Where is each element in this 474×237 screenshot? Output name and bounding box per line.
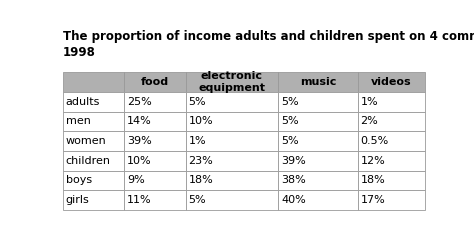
Bar: [357, 92, 425, 112]
Text: 5%: 5%: [282, 97, 299, 107]
Bar: [278, 171, 357, 190]
Text: 2%: 2%: [360, 116, 378, 127]
Bar: [124, 190, 185, 210]
Bar: [63, 190, 124, 210]
Bar: [278, 151, 357, 171]
Bar: [63, 92, 124, 112]
Text: 18%: 18%: [360, 175, 385, 186]
Bar: [124, 151, 185, 171]
Text: 5%: 5%: [189, 195, 206, 205]
Bar: [185, 171, 278, 190]
Text: 39%: 39%: [127, 136, 152, 146]
Text: food: food: [141, 77, 169, 87]
Bar: [357, 190, 425, 210]
Bar: [278, 92, 357, 112]
Bar: [185, 131, 278, 151]
Bar: [357, 72, 425, 92]
Bar: [63, 112, 124, 131]
Bar: [63, 151, 124, 171]
Bar: [63, 72, 124, 92]
Text: The proportion of income adults and children spent on 4 common items in the UK i: The proportion of income adults and chil…: [63, 30, 474, 59]
Text: 1%: 1%: [360, 97, 378, 107]
Text: 1%: 1%: [189, 136, 206, 146]
Text: music: music: [300, 77, 336, 87]
Bar: [357, 171, 425, 190]
Text: 23%: 23%: [189, 156, 213, 166]
Bar: [278, 131, 357, 151]
Text: 9%: 9%: [127, 175, 145, 186]
Text: 40%: 40%: [282, 195, 306, 205]
Text: 39%: 39%: [282, 156, 306, 166]
Text: 5%: 5%: [282, 136, 299, 146]
Text: 5%: 5%: [189, 97, 206, 107]
Text: 14%: 14%: [127, 116, 152, 127]
Bar: [278, 112, 357, 131]
Bar: [63, 131, 124, 151]
Text: 17%: 17%: [360, 195, 385, 205]
Text: 38%: 38%: [282, 175, 306, 186]
Bar: [185, 151, 278, 171]
Text: 25%: 25%: [127, 97, 152, 107]
Text: 0.5%: 0.5%: [360, 136, 389, 146]
Text: 11%: 11%: [127, 195, 152, 205]
Bar: [185, 190, 278, 210]
Bar: [124, 171, 185, 190]
Bar: [124, 131, 185, 151]
Bar: [185, 112, 278, 131]
Bar: [185, 92, 278, 112]
Text: 18%: 18%: [189, 175, 213, 186]
Bar: [357, 112, 425, 131]
Text: girls: girls: [66, 195, 90, 205]
Bar: [63, 171, 124, 190]
Bar: [278, 72, 357, 92]
Bar: [124, 92, 185, 112]
Bar: [278, 190, 357, 210]
Text: men: men: [66, 116, 91, 127]
Text: children: children: [66, 156, 111, 166]
Text: 5%: 5%: [282, 116, 299, 127]
Text: videos: videos: [371, 77, 411, 87]
Text: 10%: 10%: [189, 116, 213, 127]
Text: adults: adults: [66, 97, 100, 107]
Bar: [357, 151, 425, 171]
Text: 10%: 10%: [127, 156, 152, 166]
Bar: [124, 72, 185, 92]
Text: 12%: 12%: [360, 156, 385, 166]
Bar: [357, 131, 425, 151]
Bar: [185, 72, 278, 92]
Bar: [124, 112, 185, 131]
Text: boys: boys: [66, 175, 92, 186]
Text: electronic
equipment: electronic equipment: [199, 71, 265, 93]
Text: women: women: [66, 136, 107, 146]
